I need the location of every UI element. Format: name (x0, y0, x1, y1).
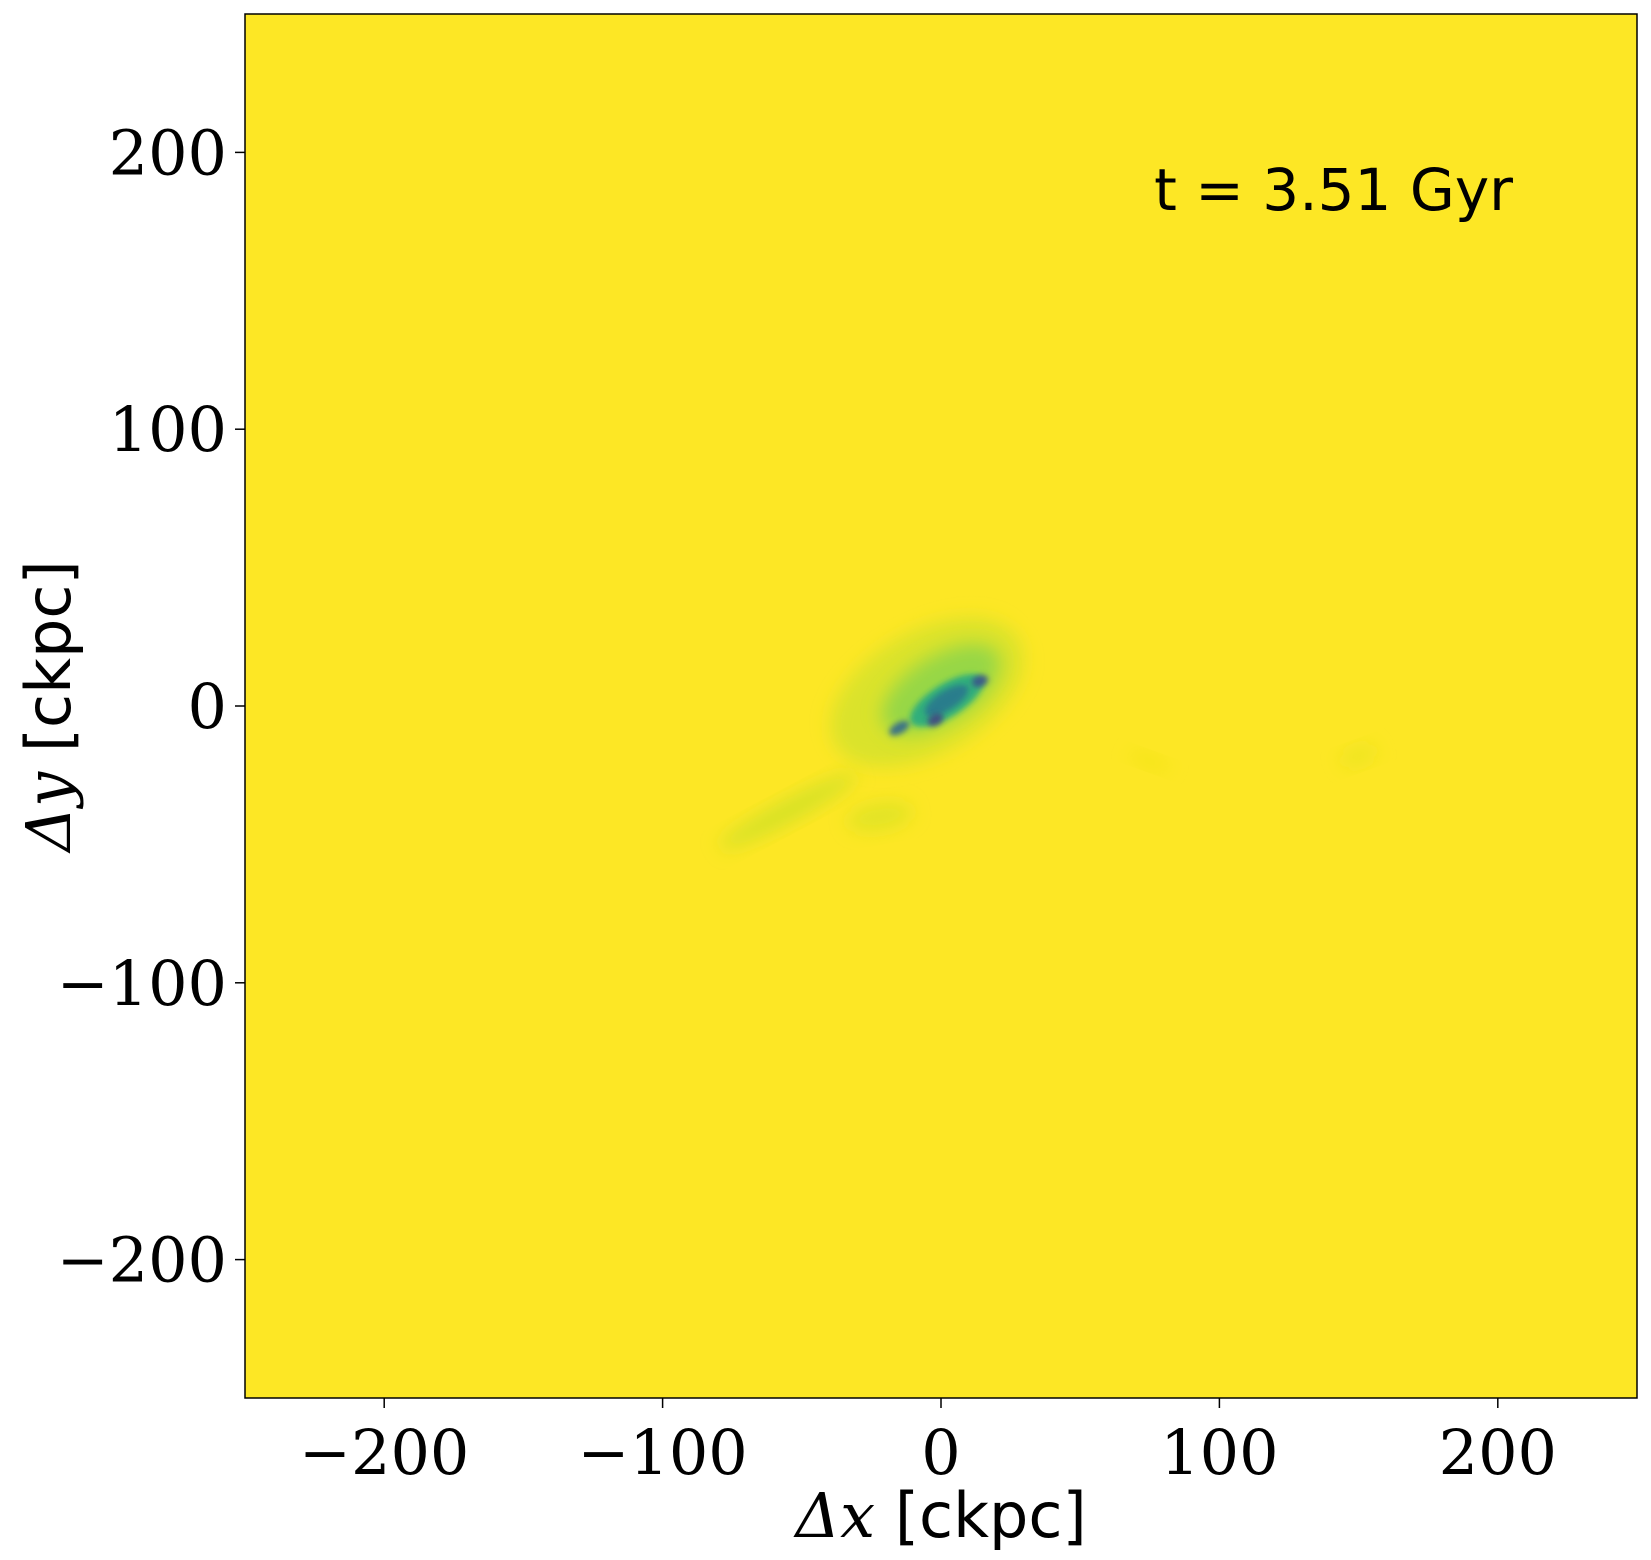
density-faint-10 (1128, 752, 1171, 771)
density-streamer-8 (846, 801, 913, 832)
x-axis-symbol: Δx (793, 1479, 875, 1552)
x-tick-label-2: 0 (921, 1416, 960, 1489)
y-tick-label-0: 200 (109, 116, 227, 189)
x-tick-label-3: 100 (1160, 1416, 1278, 1489)
density-streamer-7 (718, 773, 857, 850)
x-axis-label: Δx [ckpc] (793, 1479, 1086, 1552)
density-knot-6 (927, 713, 944, 727)
x-tick-label-1: −100 (577, 1416, 747, 1489)
y-tick-label-2: 0 (188, 670, 227, 743)
density-features (718, 617, 1378, 850)
time-annotation: t = 3.51 Gyr (1154, 156, 1513, 224)
x-axis-ticks: −200 −100 0 100 200 (299, 1398, 1557, 1489)
y-tick-label-1: 100 (109, 393, 227, 466)
x-tick-label-4: 200 (1439, 1416, 1557, 1489)
density-knot-4 (889, 720, 910, 736)
y-axis-unit: [ckpc] (12, 560, 85, 752)
y-axis-label: Δy [ckpc] (12, 560, 85, 853)
density-faint-9 (1340, 745, 1378, 767)
y-tick-label-4: −200 (57, 1224, 227, 1297)
density-knot-5 (971, 675, 989, 688)
y-axis-ticks: 200 100 0 −100 −200 (57, 116, 245, 1297)
y-tick-label-3: −100 (57, 947, 227, 1020)
y-axis-symbol: Δy (12, 771, 85, 854)
density-core-3 (924, 684, 969, 717)
x-tick-label-0: −200 (299, 1416, 469, 1489)
x-axis-unit: [ckpc] (895, 1479, 1087, 1552)
